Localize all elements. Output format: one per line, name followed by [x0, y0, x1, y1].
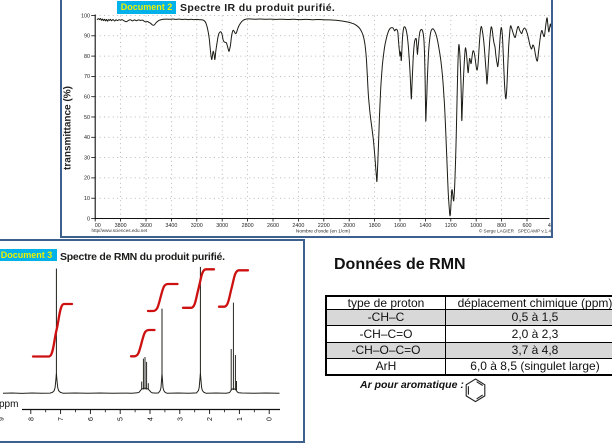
svg-text:0: 0	[267, 417, 274, 421]
svg-text:1: 1	[237, 417, 244, 421]
svg-text:100: 100	[81, 13, 90, 19]
svg-text:6: 6	[88, 417, 95, 421]
svg-text:10: 10	[84, 196, 90, 202]
svg-text:2400: 2400	[292, 223, 304, 229]
svg-text:1000: 1000	[470, 223, 482, 229]
svg-text:2: 2	[207, 417, 214, 421]
svg-text:ppm: ppm	[0, 399, 18, 410]
svg-text:1600: 1600	[394, 223, 406, 229]
svg-text:50: 50	[84, 115, 90, 121]
svg-text:90: 90	[84, 34, 90, 40]
svg-text:800: 800	[497, 223, 506, 229]
svg-text:3200: 3200	[191, 223, 203, 229]
svg-text:0: 0	[87, 216, 90, 222]
svg-text:40: 40	[84, 135, 90, 141]
svg-text:1200: 1200	[445, 223, 457, 229]
svg-text:2800: 2800	[242, 223, 254, 229]
svg-text:600: 600	[523, 223, 532, 229]
svg-text:http//www.sciences.edu.net: http//www.sciences.edu.net	[92, 228, 148, 233]
svg-text:8: 8	[28, 417, 35, 421]
svg-text:5: 5	[118, 417, 125, 421]
svg-text:transmittance (%): transmittance (%)	[63, 86, 74, 170]
svg-text:30: 30	[84, 155, 90, 161]
svg-text:20: 20	[84, 176, 90, 182]
svg-text:© Serge LAGIER SPECAMP v.1.4: © Serge LAGIER SPECAMP v.1.4	[479, 228, 552, 234]
svg-text:2600: 2600	[267, 223, 279, 229]
svg-text:400: 400	[548, 223, 553, 229]
svg-text:00: 00	[95, 223, 101, 229]
svg-text:9: 9	[0, 417, 6, 421]
svg-text:80: 80	[84, 54, 90, 60]
svg-text:1400: 1400	[419, 223, 431, 229]
svg-text:Nombre d'onde (en 1/cm): Nombre d'onde (en 1/cm)	[296, 229, 351, 235]
svg-text:3400: 3400	[165, 223, 177, 229]
svg-text:3000: 3000	[216, 223, 228, 229]
svg-text:70: 70	[84, 74, 90, 80]
svg-text:2000: 2000	[343, 223, 355, 229]
svg-text:2200: 2200	[318, 223, 330, 229]
svg-text:60: 60	[84, 95, 90, 101]
svg-text:3800: 3800	[115, 223, 127, 229]
svg-text:3: 3	[177, 417, 184, 421]
svg-text:1800: 1800	[369, 223, 381, 229]
svg-text:3600: 3600	[140, 223, 152, 229]
svg-text:7: 7	[58, 417, 65, 421]
svg-text:4: 4	[148, 417, 155, 421]
